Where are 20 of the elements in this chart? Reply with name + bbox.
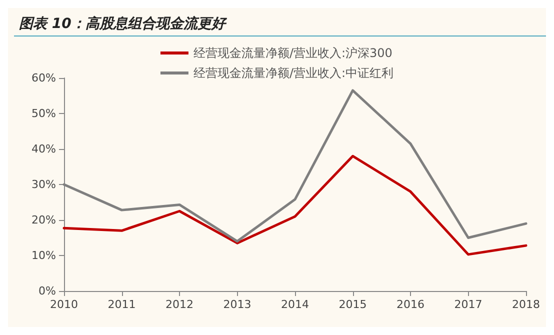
- y-tick-label: 40%: [32, 142, 56, 156]
- x-tick-label: 2018: [512, 298, 540, 311]
- y-tick-label: 50%: [32, 107, 56, 120]
- y-tick-label: 10%: [32, 249, 56, 262]
- x-tick-label: 2015: [338, 298, 367, 311]
- x-tick-label: 2017: [454, 298, 482, 311]
- x-tick-label: 2014: [281, 298, 309, 311]
- y-tick-label: 60%: [32, 72, 56, 84]
- y-tick-label: 20%: [32, 214, 56, 226]
- line-series: [62, 154, 528, 256]
- chart-title: 图表 10：高股息组合现金流更好: [19, 15, 228, 32]
- legend-label: 经营现金流量净额/营业收入:沪深300: [193, 46, 392, 60]
- y-tick-label: 30%: [32, 178, 56, 191]
- x-tick-label: 2016: [396, 298, 424, 311]
- x-tick-label: 2011: [108, 298, 136, 311]
- legend-label: 经营现金流量净额/营业收入:中证红利: [193, 66, 394, 80]
- x-tick-label: 2013: [223, 298, 252, 311]
- x-tick-label: 2012: [166, 298, 194, 311]
- y-tick-label: 0%: [38, 284, 56, 298]
- x-tick-label: 2010: [50, 298, 78, 311]
